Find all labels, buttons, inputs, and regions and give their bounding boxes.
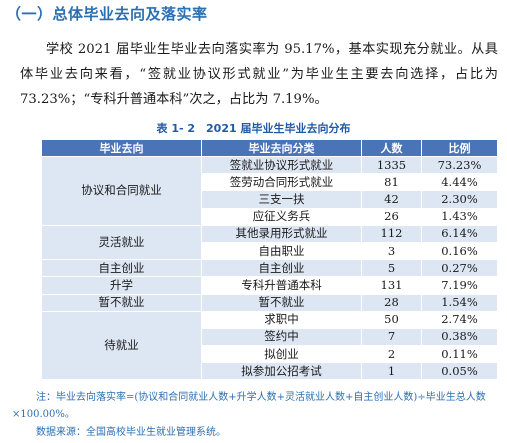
table-row: 协议和合同就业 签就业协议形式就业 1335 73.23%: [41, 155, 498, 226]
table-header-row: 毕业去向 毕业去向分类 人数 比例: [41, 139, 498, 157]
category-cell: 签就业协议形式就业: [201, 155, 362, 175]
ratio-cell: 1.43%: [421, 207, 498, 226]
count-cell: 50: [361, 310, 422, 329]
count-cell: 81: [361, 173, 422, 192]
table-row: 升学 专科升普通本科 131 7.19%: [41, 276, 498, 295]
ratio-cell: 4.44%: [421, 173, 498, 192]
ratio-cell: 0.05%: [421, 362, 498, 381]
count-cell: 7: [361, 327, 422, 347]
count-cell: 2: [361, 345, 422, 364]
note-line-2: ×100.00%。: [12, 409, 75, 420]
count-cell: 28: [361, 293, 422, 312]
header-category: 毕业去向分类: [201, 139, 362, 157]
ratio-cell: 0.38%: [421, 327, 498, 347]
count-cell: 1: [361, 362, 422, 381]
category-cell: 自由职业: [201, 241, 362, 261]
ratio-cell: 0.27%: [421, 259, 498, 278]
ratio-cell: 73.23%: [421, 155, 498, 175]
count-cell: 131: [361, 276, 422, 295]
category-cell: 签约中: [201, 327, 362, 347]
group-label: 灵活就业: [41, 224, 202, 261]
category-cell: 专科升普通本科: [201, 276, 362, 295]
table-row: 自由职业 3 0.16%: [42, 241, 498, 261]
category-cell: 应征义务兵: [201, 207, 362, 226]
ratio-cell: 1.54%: [421, 293, 498, 312]
table-note: 注：毕业去向落实率=(协议和合同就业人数+升学人数+灵活就业人数+自主创业人数)…: [12, 389, 498, 423]
category-cell: 签劳动合同形式就业: [201, 173, 362, 192]
category-cell: 拟参加公招考试: [201, 362, 362, 381]
count-cell: 3: [361, 241, 422, 261]
group-label: 待就业: [41, 310, 202, 381]
destination-table: 毕业去向 毕业去向分类 人数 比例 协议和合同就业 签就业协议形式就业 1335…: [41, 139, 498, 381]
ratio-cell: 6.14%: [421, 224, 498, 243]
category-cell: 求职中: [201, 310, 362, 329]
ratio-cell: 2.74%: [421, 310, 498, 329]
count-cell: 42: [361, 190, 422, 209]
data-source: 数据来源：全国高校毕业生就业管理系统。: [36, 427, 226, 438]
ratio-cell: 2.30%: [421, 190, 498, 209]
table-row: 灵活就业 其他录用形式就业 112 6.14%: [41, 224, 498, 261]
group-label: 自主创业: [41, 259, 202, 278]
count-cell: 1335: [361, 155, 422, 175]
count-cell: 112: [361, 224, 422, 243]
ratio-cell: 0.11%: [421, 345, 498, 364]
category-cell: 拟创业: [201, 345, 362, 364]
header-ratio: 比例: [421, 139, 498, 157]
section-heading: （一）总体毕业去向及落实率: [6, 5, 208, 23]
ratio-cell: 7.19%: [421, 276, 498, 295]
table-row: 拟参加公招考试 1 0.05%: [42, 362, 498, 381]
category-cell: 暂不就业: [201, 293, 362, 312]
ratio-cell: 0.16%: [421, 241, 498, 261]
summary-paragraph: 学校 2021 届毕业生毕业去向落实率为 95.17%，基本实现充分就业。从具体…: [20, 42, 498, 107]
table-row: 签劳动合同形式就业 81 4.44%: [42, 173, 498, 192]
table-row: 待就业 求职中 50 2.74%: [41, 310, 498, 381]
count-cell: 26: [361, 207, 422, 226]
note-line-1: 注：毕业去向落实率=(协议和合同就业人数+升学人数+灵活就业人数+自主创业人数)…: [36, 392, 486, 403]
group-label: 协议和合同就业: [41, 156, 202, 226]
table-row: 自主创业 自主创业 5 0.27%: [41, 259, 498, 278]
table-caption: 表 1- 2 2021 届毕业生毕业去向分布: [156, 122, 351, 135]
category-cell: 三支一扶: [201, 190, 362, 209]
category-cell: 其他录用形式就业: [201, 224, 362, 243]
header-destination: 毕业去向: [41, 139, 202, 157]
table-row: 三支一扶 42 2.30%: [42, 190, 498, 209]
count-cell: 5: [361, 259, 422, 278]
table-row: 暂不就业 暂不就业 28 1.54%: [41, 293, 498, 312]
group-label: 暂不就业: [41, 293, 202, 312]
category-cell: 自主创业: [201, 259, 362, 278]
group-label: 升学: [41, 276, 202, 295]
header-count: 人数: [361, 139, 422, 157]
